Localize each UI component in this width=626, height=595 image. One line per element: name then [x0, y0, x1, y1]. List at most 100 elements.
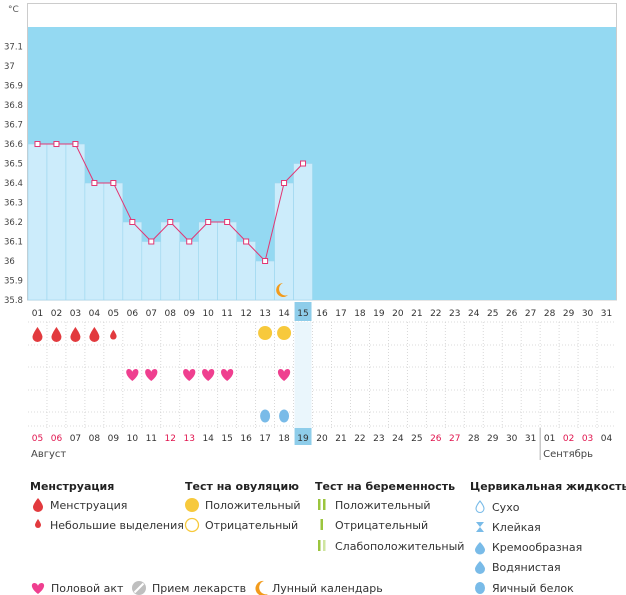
calendar-date-label: 11	[146, 434, 157, 444]
y-tick-label: 36.4	[4, 179, 23, 189]
calendar-date-label: 04	[601, 434, 613, 444]
month-label-september: Сентябрь	[543, 449, 593, 460]
temperature-bar	[160, 221, 181, 301]
y-tick-label: 36.1	[4, 238, 23, 248]
legend-cervical-title: Цервикальная жидкость	[470, 480, 626, 493]
cycle-day-label: 14	[278, 309, 290, 319]
legend-cervical-sticky: Клейкая	[492, 521, 541, 534]
legend-menstruation-item: Менструация	[50, 499, 127, 512]
heart-icon	[126, 369, 139, 381]
temperature-bar	[198, 221, 218, 301]
temperature-plot	[27, 3, 617, 301]
cycle-day-label: 20	[392, 309, 404, 319]
small-blood-drop-icon	[110, 329, 117, 340]
temperature-bar	[122, 221, 143, 301]
cycle-day-label: 22	[430, 309, 441, 319]
calendar-date-label: 24	[392, 434, 404, 444]
legend-lunar-calendar: Лунный календарь	[272, 582, 383, 595]
legend-spotting-item: Небольшие выделения	[50, 519, 184, 532]
blood-drop-icon	[51, 327, 62, 342]
cycle-day-label: 11	[221, 309, 232, 319]
y-tick-label: 35.9	[4, 277, 23, 287]
calendar-date-label: 03	[582, 434, 593, 444]
heart-icon	[202, 369, 215, 381]
legend-bottom-row: Половой акт Прием лекарств Лунный календ…	[31, 580, 383, 595]
calendar-date-label: 28	[468, 434, 480, 444]
sticky-icon	[476, 522, 484, 532]
calendar-date-label: 18	[278, 434, 290, 444]
temperature-bar	[274, 182, 294, 301]
legend-pregnancy-test: Тест на беременность Положительный Отриц…	[315, 480, 464, 553]
current-day-column	[294, 322, 312, 428]
ovulation-negative-icon	[184, 517, 200, 533]
y-tick-label: 35.8	[4, 296, 23, 306]
ovulation-positive-icon	[258, 326, 273, 340]
legend-ovulation-test: Тест на овуляцию Положительный Отрицател…	[184, 480, 301, 533]
small-blood-drop-icon	[35, 519, 41, 528]
egg-white-drop-icon	[260, 409, 271, 423]
calendar-date-label: 23	[373, 434, 384, 444]
blood-drop-icon	[33, 498, 43, 512]
calendar-date-label: 14	[202, 434, 214, 444]
cycle-day-label: 26	[506, 309, 518, 319]
y-tick-label: 36	[4, 257, 15, 267]
heart-icon	[183, 369, 196, 381]
calendar-date-label: 27	[449, 434, 460, 444]
legend-cervical-dry: Сухо	[492, 501, 520, 514]
y-tick-label: 37.1	[4, 43, 23, 53]
blood-drop-icon	[32, 327, 43, 342]
calendar-date-label: 31	[525, 434, 536, 444]
cycle-day-label: 23	[449, 309, 460, 319]
legend-pregnancy-weak: Слабоположительный	[335, 540, 464, 553]
y-tick-label: 36.3	[4, 199, 23, 209]
y-tick-label: 36.6	[4, 140, 23, 150]
temperature-point	[186, 238, 193, 245]
heart-icon	[277, 369, 291, 381]
creamy-drop-icon	[475, 542, 485, 555]
legend-ovulation-positive: Положительный	[205, 499, 301, 512]
y-tick-label: 36.9	[4, 82, 23, 92]
temperature-point	[91, 180, 98, 186]
cycle-day-label: 09	[183, 309, 195, 319]
cycle-day-label: 08	[165, 309, 177, 319]
y-tick-label: 37	[4, 62, 15, 72]
ovulation-positive-icon	[277, 326, 292, 340]
calendar-date-label: 29	[487, 434, 499, 444]
heart-icon	[31, 583, 45, 594]
cycle-day-label: 01	[32, 309, 43, 319]
legend-cervical-creamy: Кремообразная	[492, 541, 582, 554]
y-tick-label: 36.5	[4, 160, 23, 170]
y-tick-label: 36.2	[4, 218, 23, 228]
temperature-point	[300, 160, 307, 167]
month-label-august: Август	[31, 449, 66, 460]
temperature-bar	[141, 241, 162, 301]
calendar-date-label: 15	[221, 434, 232, 444]
temperature-point	[72, 141, 79, 147]
temperature-point	[129, 219, 136, 225]
cycle-day-label: 25	[487, 309, 498, 319]
cycle-day-label: 31	[601, 309, 612, 319]
calendar-date-label: 10	[127, 434, 139, 444]
temperature-point	[281, 180, 288, 186]
calendar-date-label: 30	[506, 434, 518, 444]
temperature-point	[205, 219, 212, 225]
heart-icon	[145, 369, 158, 381]
legend-medication: Прием лекарств	[152, 582, 246, 595]
calendar-date-label: 26	[430, 434, 442, 444]
cycle-day-label: 17	[335, 309, 346, 319]
cycle-day-label: 10	[202, 309, 214, 319]
temperature-bar	[103, 182, 124, 301]
cycle-day-label: 05	[108, 309, 119, 319]
egg-white-drop-icon	[475, 582, 485, 594]
legend-cervical-egg-white: Яичный белок	[492, 582, 574, 595]
temperature-point	[34, 141, 41, 147]
temperature-point	[243, 238, 250, 245]
temperature-point	[262, 258, 269, 264]
pregnancy-weak-positive-icon	[318, 540, 326, 551]
y-axis: °C 35.8 35.9 36 36.1 36.2 36.3 36.4 36.5 36.6 36.7…	[4, 5, 23, 306]
calendar-date-label: 07	[70, 434, 81, 444]
ovulation-positive-icon	[185, 498, 199, 512]
moon-icon	[276, 283, 289, 297]
cycle-day-axis: 01 02 03 04 05 06 07 08 09 10 11 12 13 14 15 16 17 18 19 20…	[32, 302, 612, 321]
